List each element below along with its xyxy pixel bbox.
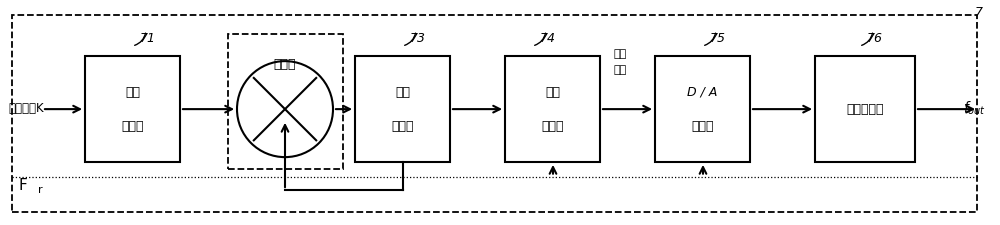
Text: 频控制字K: 频控制字K [8,101,44,115]
Bar [355,56,450,162]
Text: F: F [18,178,27,193]
Text: 71: 71 [140,32,156,45]
Text: 正弦: 正弦 [545,86,560,99]
Text: 7: 7 [975,6,983,19]
Text: 寄存器: 寄存器 [121,119,144,133]
Text: 频率: 频率 [125,86,140,99]
Text: 73: 73 [410,32,426,45]
Bar [815,56,915,162]
Text: 相位: 相位 [395,86,410,99]
Text: 76: 76 [867,32,883,45]
Text: 变换器: 变换器 [691,119,714,133]
Text: 查找表: 查找表 [541,119,564,133]
Text: 输出: 输出 [613,65,626,75]
Bar [85,56,180,162]
Bar [228,34,343,169]
Text: 75: 75 [710,32,726,45]
Text: 74: 74 [540,32,556,45]
Bar [12,15,977,212]
Text: $f_{out}$: $f_{out}$ [963,99,986,117]
Text: D / A: D / A [687,86,718,99]
Text: 模拟滤波器: 模拟滤波器 [846,103,884,116]
Bar [655,56,750,162]
Text: 累加器: 累加器 [274,58,296,71]
Text: 幅度: 幅度 [613,49,626,59]
Text: r: r [38,185,43,195]
Bar [505,56,600,162]
Text: 寄存器: 寄存器 [391,119,414,133]
